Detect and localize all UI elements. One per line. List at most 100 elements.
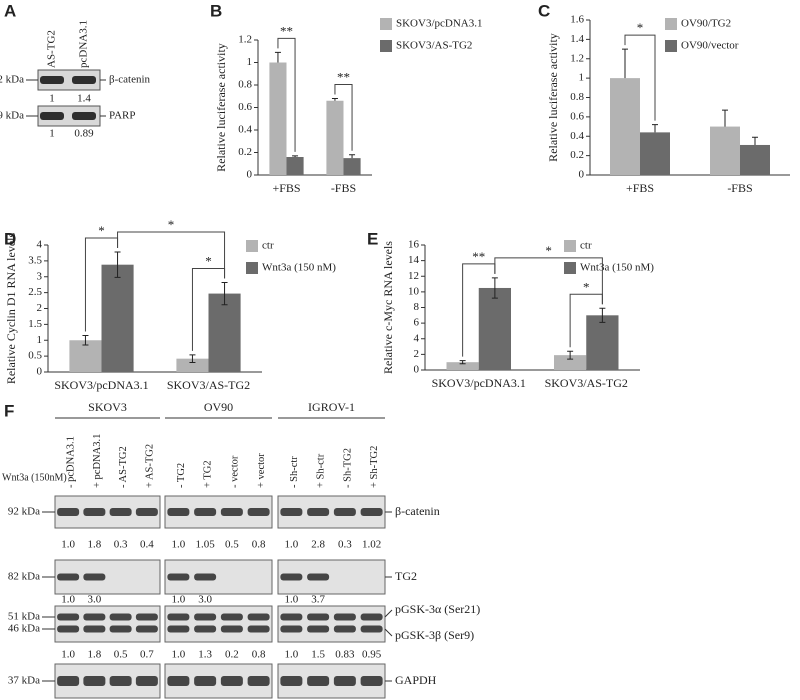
blot-band bbox=[220, 613, 243, 621]
y-tick-label: 0 bbox=[414, 364, 420, 376]
error-bar bbox=[622, 48, 628, 79]
y-tick-label: 1 bbox=[247, 56, 253, 68]
marker-label: 82 kDa bbox=[8, 571, 40, 583]
y-tick-label: 2 bbox=[37, 302, 43, 314]
treatment-label: Wnt3a (150nM) bbox=[2, 472, 67, 483]
error-bar bbox=[491, 277, 498, 299]
quantification: 1.5 bbox=[311, 649, 325, 661]
legend-swatch bbox=[665, 18, 677, 30]
blot-band bbox=[83, 573, 106, 581]
blot-band bbox=[307, 573, 330, 581]
marker-label: 46 kDa bbox=[8, 623, 40, 635]
significance-label: * bbox=[205, 253, 212, 268]
y-tick-label: 8 bbox=[414, 301, 420, 313]
y-axis-label: Relative luciferase activity bbox=[214, 43, 228, 172]
blot-band bbox=[109, 613, 132, 621]
quantification: 0.5 bbox=[225, 539, 239, 551]
marker-label: 51 kDa bbox=[8, 611, 40, 623]
quantification: 0.3 bbox=[338, 539, 352, 551]
significance-label: ** bbox=[337, 69, 350, 84]
x-tick-label: +FBS bbox=[626, 181, 654, 195]
blot-band bbox=[109, 676, 132, 686]
bar bbox=[101, 264, 134, 372]
significance-bracket bbox=[191, 267, 226, 351]
bar bbox=[610, 78, 640, 175]
blot-band bbox=[360, 625, 383, 633]
y-tick-label: 0.2 bbox=[570, 149, 584, 161]
y-tick-label: 16 bbox=[408, 239, 420, 251]
group-label: IGROV-1 bbox=[308, 400, 355, 414]
significance-bracket bbox=[624, 34, 656, 121]
quantification: 1.3 bbox=[198, 649, 212, 661]
quantification: 3.0 bbox=[88, 594, 102, 606]
blot-band bbox=[280, 573, 303, 581]
quantification: 1.0 bbox=[172, 594, 186, 606]
bar bbox=[586, 315, 619, 370]
panel-letter: B bbox=[210, 1, 222, 20]
y-tick-label: 1.6 bbox=[570, 14, 584, 26]
blot-band bbox=[40, 112, 64, 120]
y-tick-label: 1.2 bbox=[570, 52, 584, 64]
quantification: 1.0 bbox=[172, 539, 186, 551]
blot-band bbox=[167, 573, 190, 581]
blot-band bbox=[57, 625, 80, 633]
y-tick-label: 1 bbox=[579, 72, 585, 84]
significance-label: * bbox=[168, 217, 175, 232]
quantification: 0.7 bbox=[140, 649, 154, 661]
lane-label: - AS-TG2 bbox=[118, 446, 129, 488]
quantification: 0.8 bbox=[252, 539, 266, 551]
marker-label: 92 kDa bbox=[0, 74, 24, 86]
blot-band bbox=[220, 625, 243, 633]
bar bbox=[710, 126, 740, 175]
quantification: 1.02 bbox=[362, 539, 381, 551]
error-bar bbox=[567, 350, 574, 360]
legend-label: ctr bbox=[580, 240, 592, 252]
group-label: SKOV3 bbox=[88, 400, 127, 414]
bar bbox=[478, 287, 511, 370]
error-bar bbox=[274, 51, 281, 63]
blot-frame bbox=[54, 605, 161, 643]
lane-label: - TG2 bbox=[176, 463, 187, 488]
label-tick bbox=[384, 609, 393, 618]
x-tick-label: SKOV3/AS-TG2 bbox=[545, 376, 628, 390]
quantification: 1.0 bbox=[172, 649, 186, 661]
legend-swatch bbox=[380, 40, 392, 52]
blot-band bbox=[194, 613, 217, 621]
lane-label: + vector bbox=[256, 453, 267, 488]
legend-label: SKOV3/pcDNA3.1 bbox=[396, 18, 482, 30]
error-bar bbox=[114, 251, 121, 278]
blot-band bbox=[57, 613, 80, 621]
blot-band bbox=[247, 508, 270, 516]
significance-label: * bbox=[637, 20, 644, 35]
quantification: 0.8 bbox=[252, 649, 266, 661]
quantification: 1 bbox=[49, 128, 55, 140]
significance-label: * bbox=[545, 243, 552, 258]
bar bbox=[343, 158, 361, 175]
y-tick-label: 0.2 bbox=[238, 146, 252, 158]
legend-swatch bbox=[665, 40, 677, 52]
blot-label: β-catenin bbox=[395, 504, 440, 518]
y-axis-label: Relative c-Myc RNA levels bbox=[381, 241, 395, 374]
significance-label: ** bbox=[472, 249, 485, 264]
bar bbox=[269, 62, 287, 175]
quantification: 1.8 bbox=[88, 649, 102, 661]
bar bbox=[69, 340, 102, 372]
error-bar bbox=[292, 155, 299, 157]
legend-label: OV90/TG2 bbox=[681, 18, 731, 30]
quantification: 0.5 bbox=[114, 649, 128, 661]
bar bbox=[554, 355, 587, 370]
lane-label: pcDNA3.1 bbox=[78, 20, 90, 68]
panel-letter: C bbox=[538, 1, 550, 20]
blot-band bbox=[307, 676, 330, 686]
y-tick-label: 0.8 bbox=[570, 91, 584, 103]
legend-label: ctr bbox=[262, 240, 274, 252]
blot-band bbox=[194, 625, 217, 633]
lane-label: - pcDNA3.1 bbox=[66, 436, 77, 488]
x-tick-label: SKOV3/pcDNA3.1 bbox=[54, 378, 148, 392]
blot-band bbox=[72, 112, 96, 120]
y-tick-label: 0 bbox=[579, 169, 585, 181]
blot-band bbox=[57, 573, 80, 581]
quantification: 0.3 bbox=[114, 539, 128, 551]
legend-swatch bbox=[564, 240, 576, 252]
significance-bracket bbox=[494, 257, 603, 305]
